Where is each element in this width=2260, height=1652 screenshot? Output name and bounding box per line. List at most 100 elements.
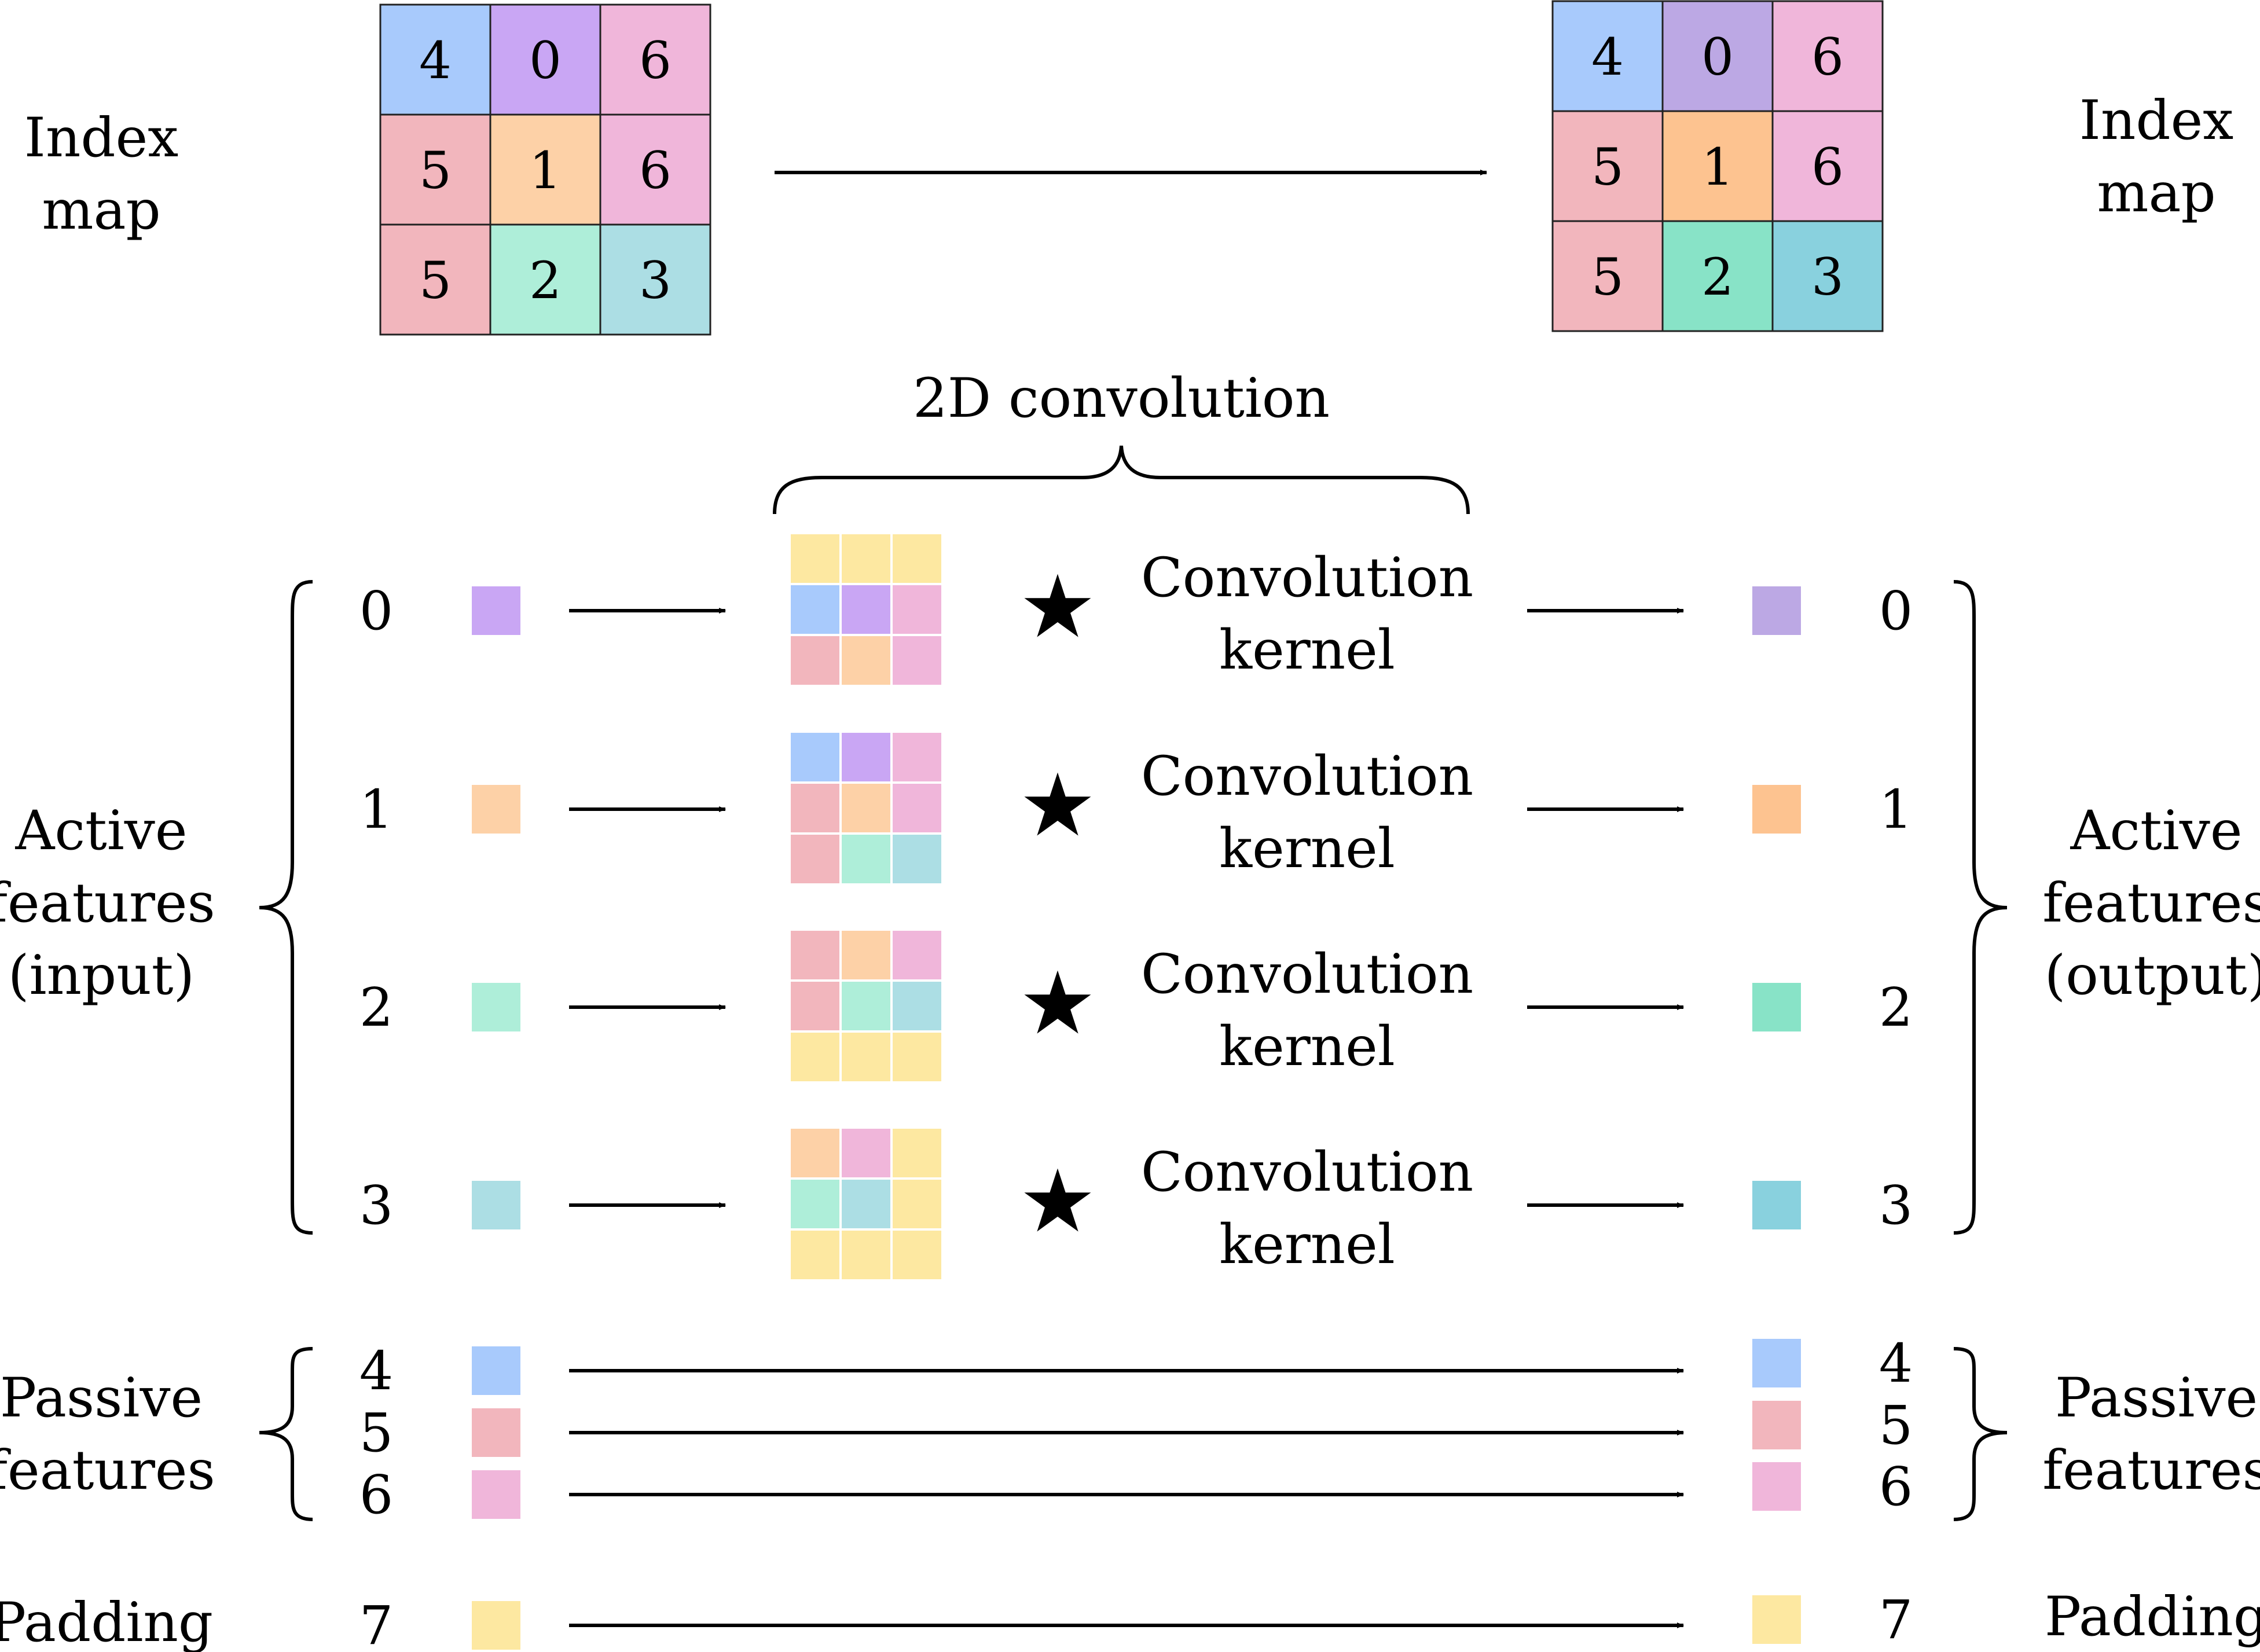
- active-output-label: Active features (output): [2042, 799, 2260, 1007]
- neighborhood-cell-1-1: [842, 585, 890, 634]
- neighborhood-cell-0-0: [791, 1129, 839, 1177]
- index-map-input-cell-value-1-2: 6: [639, 141, 672, 200]
- passive-output-label-line2: features: [2042, 1439, 2260, 1502]
- active-input-feature-square: [472, 983, 520, 1031]
- index-map-input-cell-0-2: [599, 3, 711, 116]
- neighborhood-cell-2-1: [842, 636, 890, 685]
- neighborhood-cell-1-1: [842, 784, 890, 832]
- index-map-input-cell-value-2-0: 5: [419, 251, 452, 310]
- neighborhood-cell-2-1: [842, 1231, 890, 1279]
- neighborhood-cell-1-1: [842, 1180, 890, 1228]
- index-map-output-grid: 4 0 6 5 1 6 5 2 3: [1551, 0, 1884, 332]
- neighborhood-cell-1-1: [842, 982, 890, 1030]
- index-map-input-cell-value-0-2: 6: [639, 31, 672, 90]
- neighborhood-cell-0-2: [893, 1129, 941, 1177]
- neighborhood-cell-2-1: [842, 835, 890, 883]
- index-map-output-cell-0-1: [1661, 0, 1774, 112]
- passive-input-index: 6: [359, 1464, 394, 1526]
- index-map-output-cell-2-0: [1551, 220, 1664, 332]
- active-output-index: 2: [1879, 976, 1913, 1038]
- passive-input-feature-square: [472, 1346, 520, 1395]
- neighborhood-cell-2-2: [893, 636, 941, 685]
- padding-output-label: Padding: [2045, 1585, 2260, 1649]
- convolution-star-icon: ★: [1019, 1151, 1096, 1252]
- index-map-output-cell-1-0: [1551, 110, 1664, 222]
- active-row-2: 2 ★ Convolution kernel 2: [359, 931, 1913, 1081]
- kernel-label-line1: Convolution: [1141, 546, 1473, 610]
- index-map-output-cell-value-1-1: 1: [1701, 137, 1734, 197]
- index-map-input-cell-value-0-1: 0: [529, 31, 562, 90]
- neighborhood-cell-2-1: [842, 1033, 890, 1081]
- active-input-index: 1: [359, 779, 394, 840]
- index-map-output-label: Index map: [2079, 89, 2234, 225]
- passive-output-feature-square: [1752, 1401, 1801, 1449]
- index-map-input-cell-value-2-1: 2: [529, 251, 562, 310]
- neighborhood-cell-0-1: [842, 931, 890, 979]
- passive-output-brace: [1953, 1347, 2008, 1521]
- active-output-label-line2: features: [2042, 872, 2260, 935]
- active-row-0: 0 ★ Convolution kernel 0: [359, 534, 1913, 685]
- neighborhood-cell-1-2: [893, 784, 941, 832]
- active-output-label-line3: (output): [2045, 944, 2260, 1007]
- padding-output-index: 7: [1879, 1589, 1913, 1651]
- passive-input-brace: [259, 1347, 313, 1521]
- kernel-label-line1: Convolution: [1141, 745, 1473, 808]
- kernel-label-line1: Convolution: [1141, 943, 1473, 1006]
- index-map-input-cell-0-1: [489, 3, 601, 116]
- neighborhood-cell-2-0: [791, 835, 839, 883]
- kernel-label-line1: Convolution: [1141, 1141, 1473, 1204]
- neighborhood-cell-2-0: [791, 636, 839, 685]
- kernel-label-line2: kernel: [1219, 1015, 1395, 1078]
- padding-input-label: Padding: [0, 1591, 213, 1652]
- neighborhood-patch: [791, 1129, 941, 1279]
- neighborhood-patch: [791, 931, 941, 1081]
- index-map-output-cell-value-2-1: 2: [1701, 247, 1734, 307]
- index-map-input-cell-2-1: [489, 223, 601, 336]
- index-map-input-label-line1: Index: [24, 107, 179, 170]
- neighborhood-cell-2-0: [791, 1033, 839, 1081]
- passive-output-index: 6: [1879, 1456, 1913, 1518]
- padding-output-feature-square: [1752, 1595, 1801, 1644]
- active-output-feature-square: [1752, 785, 1801, 834]
- index-map-input-cell-value-1-1: 1: [529, 141, 562, 200]
- index-map-input-cell-2-2: [599, 223, 711, 336]
- index-map-output-cell-value-1-2: 6: [1811, 137, 1844, 197]
- neighborhood-cell-1-2: [893, 585, 941, 634]
- convolution-label: 2D convolution: [913, 367, 1330, 430]
- index-map-output-cell-1-2: [1771, 110, 1884, 222]
- passive-input-index: 5: [359, 1402, 394, 1464]
- kernel-label-line2: kernel: [1219, 1213, 1395, 1276]
- neighborhood-cell-2-0: [791, 1231, 839, 1279]
- kernel-label-line2: kernel: [1219, 817, 1395, 880]
- index-map-input-cell-2-0: [379, 223, 491, 336]
- padding-input-index: 7: [359, 1595, 394, 1652]
- kernel-label-line2: kernel: [1219, 619, 1395, 682]
- index-map-input-grid: 4 0 6 5 1 6 5 2 3: [379, 3, 711, 336]
- index-map-input-cell-1-2: [599, 113, 711, 226]
- active-input-index: 0: [359, 580, 394, 642]
- padding-input-feature-square: [472, 1601, 520, 1650]
- index-map-input-cell-value-1-0: 5: [419, 141, 452, 200]
- index-map-output-cell-2-2: [1771, 220, 1884, 332]
- active-output-brace: [1953, 580, 2008, 1235]
- passive-output-feature-square: [1752, 1462, 1801, 1511]
- index-map-input-cell-1-0: [379, 113, 491, 226]
- neighborhood-cell-0-2: [893, 733, 941, 781]
- neighborhood-cell-0-1: [842, 534, 890, 583]
- active-input-label-line2: features: [0, 872, 215, 935]
- index-map-input-label-line2: map: [42, 179, 160, 242]
- neighborhood-cell-0-0: [791, 931, 839, 979]
- neighborhood-patch: [791, 733, 941, 883]
- active-input-index: 3: [359, 1174, 394, 1236]
- index-map-input-label: Index map: [24, 107, 179, 242]
- convolution-brace: [773, 445, 1470, 515]
- convolution-star-icon: ★: [1019, 953, 1096, 1054]
- index-map-input-cell-0-0: [379, 3, 491, 116]
- passive-input-index: 4: [359, 1340, 394, 1402]
- active-input-brace: [259, 580, 313, 1235]
- neighborhood-cell-0-2: [893, 931, 941, 979]
